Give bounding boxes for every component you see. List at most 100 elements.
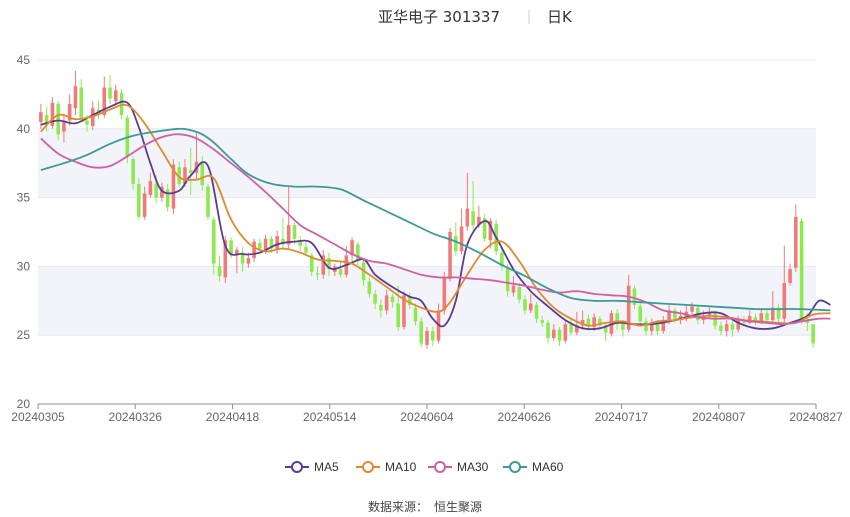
candle bbox=[131, 156, 135, 190]
candle bbox=[390, 293, 395, 308]
y-tick-label: 35 bbox=[17, 191, 31, 205]
candle-body bbox=[770, 307, 775, 321]
candle-body bbox=[551, 329, 556, 338]
candle bbox=[655, 320, 660, 336]
candle bbox=[235, 247, 239, 274]
legend-label: MA10 bbox=[385, 460, 417, 474]
candle bbox=[160, 182, 164, 202]
candle-body bbox=[321, 255, 326, 275]
candle bbox=[500, 249, 504, 271]
candle bbox=[252, 238, 256, 263]
y-axis: 20 25 30 35 40 45 bbox=[17, 53, 31, 411]
legend-item-ma5[interactable]: MA5 bbox=[285, 460, 339, 474]
candle-body bbox=[67, 104, 72, 121]
candle bbox=[661, 315, 666, 334]
y-tick-label: 20 bbox=[17, 397, 31, 411]
candle-body bbox=[603, 325, 608, 333]
legend-item-ma10[interactable]: MA10 bbox=[356, 460, 417, 474]
chart-title: 亚华电子 301337 日K bbox=[378, 8, 573, 26]
candle-body bbox=[626, 285, 631, 330]
candle-body bbox=[44, 115, 49, 125]
series-line-ma30 bbox=[40, 133, 831, 326]
candle bbox=[724, 320, 729, 337]
data-source-value: 恒生聚源 bbox=[434, 500, 482, 514]
candle-body bbox=[384, 295, 389, 311]
y-tick-label: 30 bbox=[17, 259, 31, 273]
legend-marker bbox=[291, 461, 303, 473]
legend-label: MA5 bbox=[314, 460, 339, 474]
candle bbox=[454, 222, 458, 256]
candle bbox=[286, 186, 291, 249]
candle-body bbox=[425, 331, 429, 345]
candle-body bbox=[396, 303, 400, 327]
candle-body bbox=[580, 320, 585, 326]
candle bbox=[73, 71, 78, 116]
candle-body bbox=[724, 324, 729, 332]
candle-body bbox=[114, 90, 118, 102]
candle-body bbox=[753, 317, 758, 322]
candle-body bbox=[137, 183, 141, 217]
candle-body bbox=[592, 317, 596, 327]
candle-body bbox=[240, 252, 245, 264]
candle-body bbox=[148, 181, 153, 195]
candle bbox=[240, 247, 245, 272]
legend-item-ma30[interactable]: MA30 bbox=[428, 460, 489, 474]
candle-body bbox=[56, 104, 60, 135]
candle bbox=[148, 172, 153, 198]
candle bbox=[114, 84, 118, 106]
candle-body bbox=[765, 313, 769, 321]
legend: MA5 MA10 MA30 MA60 bbox=[285, 460, 564, 474]
candle-body bbox=[131, 159, 135, 184]
candle-body bbox=[546, 322, 550, 338]
candle bbox=[505, 263, 510, 297]
candle bbox=[177, 161, 181, 187]
candle-body bbox=[327, 258, 331, 270]
legend-label: MA30 bbox=[457, 460, 489, 474]
candle bbox=[753, 313, 758, 326]
period-label[interactable]: 日K bbox=[547, 8, 573, 26]
candle bbox=[50, 97, 55, 129]
candle bbox=[615, 309, 619, 330]
candle bbox=[119, 88, 124, 120]
legend-item-ma60[interactable]: MA60 bbox=[503, 460, 564, 474]
y-tick-label: 25 bbox=[17, 328, 31, 342]
candle-body bbox=[448, 232, 452, 279]
x-axis: 20240305 20240326 20240418 20240514 20240604… bbox=[11, 403, 843, 424]
candle-body bbox=[419, 321, 424, 344]
candle-body bbox=[379, 304, 383, 311]
candle-body bbox=[304, 247, 308, 253]
candle-body bbox=[736, 320, 740, 330]
candle-body bbox=[356, 244, 360, 261]
candle bbox=[782, 245, 787, 323]
candle bbox=[459, 208, 464, 255]
candle bbox=[350, 237, 354, 263]
candle-body bbox=[586, 318, 591, 327]
candle-body bbox=[315, 273, 320, 275]
plot-background-bands bbox=[38, 128, 816, 336]
candle-body bbox=[402, 295, 406, 327]
candle-body bbox=[119, 93, 124, 116]
candle-body bbox=[373, 293, 377, 304]
candle-body bbox=[223, 240, 228, 278]
candle bbox=[517, 282, 521, 304]
candle-body bbox=[275, 236, 279, 250]
candle bbox=[137, 178, 141, 220]
gridlines bbox=[38, 59, 816, 405]
candle-body bbox=[217, 266, 222, 277]
stock-name-code: 亚华电子 301337 bbox=[378, 8, 500, 26]
candle bbox=[448, 227, 452, 282]
candle bbox=[776, 303, 781, 325]
candle-body bbox=[747, 315, 752, 323]
y-tick-label: 40 bbox=[17, 122, 31, 136]
legend-marker bbox=[509, 461, 521, 473]
candle-body bbox=[742, 321, 746, 323]
candle-body bbox=[776, 307, 781, 319]
candle-body bbox=[598, 318, 602, 326]
candle bbox=[315, 266, 320, 281]
candle bbox=[569, 318, 573, 336]
candle-body bbox=[719, 325, 723, 332]
candle bbox=[327, 252, 331, 277]
candle-body bbox=[367, 281, 372, 294]
candle-body bbox=[575, 325, 579, 333]
